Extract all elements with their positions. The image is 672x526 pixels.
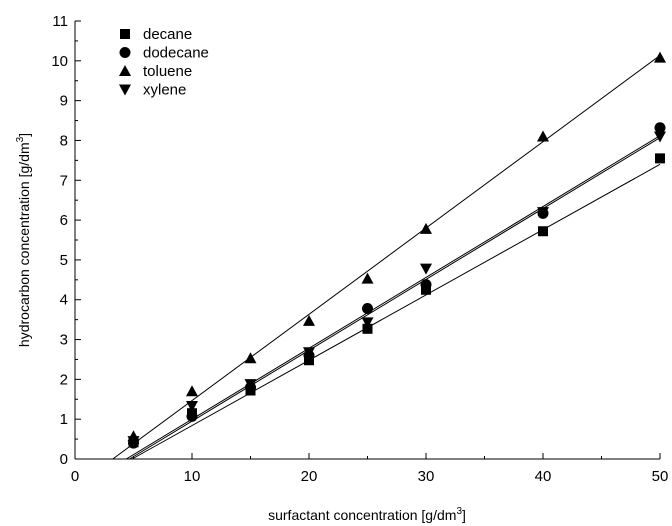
legend-label-dodecane: dodecane bbox=[143, 45, 209, 62]
y-tick-label: 11 bbox=[52, 13, 68, 30]
y-axis-title: hydrocarbon concentration [g/dm3] bbox=[15, 133, 32, 347]
point-dodecane bbox=[420, 279, 432, 291]
point-xylene bbox=[654, 131, 666, 143]
point-toluene bbox=[303, 314, 315, 326]
point-decane bbox=[362, 323, 373, 334]
data-points bbox=[127, 51, 666, 449]
legend-label-xylene: xylene bbox=[143, 82, 186, 99]
legend-label-decane: decane bbox=[143, 26, 192, 43]
legend-marker-decane bbox=[120, 29, 130, 39]
fit-lines bbox=[112, 55, 661, 460]
point-xylene bbox=[186, 401, 198, 413]
fit-line-xylene bbox=[126, 135, 661, 460]
y-tick-label: 3 bbox=[60, 332, 68, 349]
point-xylene bbox=[303, 347, 315, 359]
x-axis-title: surfactant concentration [g/dm3] bbox=[268, 506, 466, 523]
point-toluene bbox=[361, 272, 374, 284]
legend-marker-dodecane bbox=[119, 47, 131, 58]
point-toluene bbox=[654, 51, 666, 63]
point-decane bbox=[538, 226, 548, 237]
y-tick-label: 9 bbox=[60, 93, 68, 110]
point-dodecane bbox=[186, 410, 198, 422]
fit-line-toluene bbox=[112, 55, 661, 460]
y-tick-label: 7 bbox=[60, 172, 68, 189]
y-tick-label: 5 bbox=[60, 252, 68, 269]
point-xylene bbox=[537, 207, 549, 219]
x-tick-label: 50 bbox=[652, 468, 669, 485]
x-tick-label: 0 bbox=[71, 468, 79, 485]
legend-marker-toluene bbox=[119, 65, 131, 76]
legend-marker-xylene bbox=[119, 84, 131, 96]
point-toluene bbox=[244, 352, 257, 364]
fit-line-decane bbox=[131, 163, 661, 460]
y-tick-label: 8 bbox=[60, 132, 68, 149]
point-toluene bbox=[186, 385, 198, 397]
x-tick-label: 30 bbox=[418, 468, 435, 485]
fit-line-dodecane bbox=[129, 137, 661, 460]
point-dodecane bbox=[362, 302, 373, 314]
legend-label-toluene: toluene bbox=[143, 63, 192, 80]
x-tick-label: 20 bbox=[301, 468, 318, 485]
x-tick-label: 10 bbox=[184, 468, 201, 485]
point-xylene bbox=[127, 436, 140, 448]
y-tick-label: 10 bbox=[51, 53, 68, 70]
y-tick-label: 2 bbox=[60, 371, 68, 388]
x-tick-label: 40 bbox=[535, 468, 552, 485]
point-xylene bbox=[361, 317, 374, 329]
point-xylene bbox=[420, 263, 432, 275]
axes: 0 10 20 30 40 50 0 1 2 3 4 5 6 7 8 9 10 11 bbox=[51, 13, 668, 485]
point-toluene bbox=[537, 130, 549, 142]
y-tick-label: 1 bbox=[60, 411, 68, 428]
point-decane bbox=[655, 153, 665, 164]
y-tick-label: 0 bbox=[60, 451, 68, 468]
point-xylene bbox=[244, 379, 257, 391]
point-dodecane bbox=[654, 122, 666, 134]
y-tick-label: 6 bbox=[60, 212, 68, 229]
y-tick-label: 4 bbox=[60, 292, 68, 309]
point-toluene bbox=[420, 222, 432, 234]
